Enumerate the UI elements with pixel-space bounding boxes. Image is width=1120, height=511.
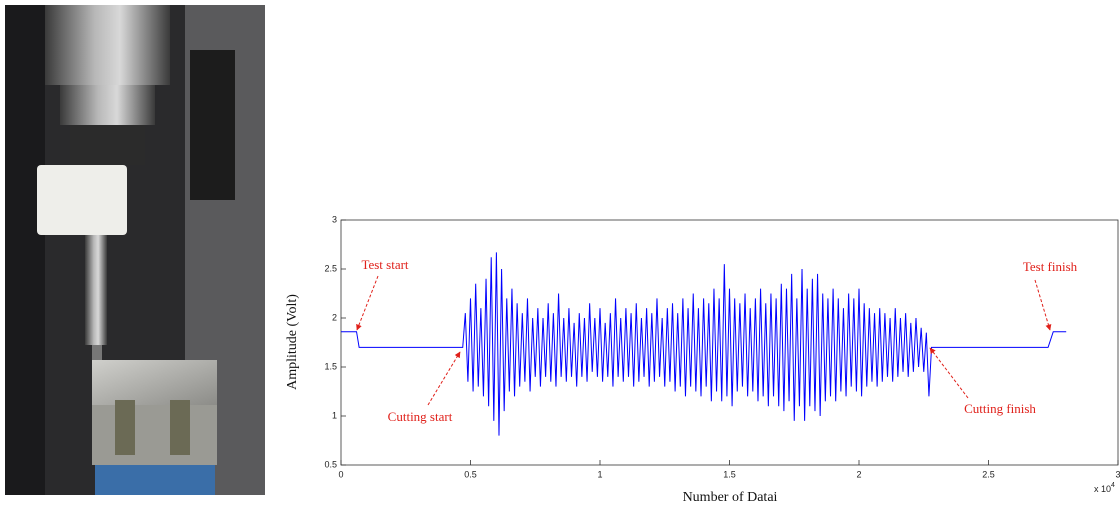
annotation-arrow	[929, 347, 969, 399]
x-tick-label: 1	[597, 469, 602, 479]
x-tick-label: 1.5	[723, 469, 736, 479]
x-axis-label: Number of Datai	[683, 490, 778, 505]
annotation-arrow	[356, 275, 379, 331]
x-tick-label: 0.5	[464, 469, 477, 479]
multiplier-exponent: 4	[1111, 482, 1115, 489]
y-tick-label: 1	[332, 410, 337, 420]
y-tick-label: 2	[332, 312, 337, 322]
x-tick-label: 2.5	[982, 469, 995, 479]
y-tick-label: 2.5	[324, 263, 337, 273]
x-tick-label: 2	[856, 469, 861, 479]
y-axis-label: Amplitude (Volt)	[285, 294, 300, 390]
annotation: Test start	[361, 257, 408, 272]
y-tick-label: 1.5	[324, 361, 337, 371]
x-tick-label: 0	[338, 469, 343, 479]
x-multiplier: x 104	[1094, 482, 1115, 495]
annotation-arrow	[427, 351, 461, 406]
annotation: Test finish	[1023, 259, 1078, 274]
y-tick-label: 0.5	[324, 459, 337, 469]
x-tick-label: 3	[1115, 469, 1120, 479]
multiplier-base: x 10	[1094, 484, 1111, 494]
annotation: Cutting finish	[964, 401, 1036, 416]
annotation: Cutting start	[388, 409, 453, 424]
plot-frame	[340, 219, 1119, 466]
annotations: Test start Cutting start Cutting finish …	[356, 257, 1078, 424]
machine-photo	[5, 5, 265, 495]
y-tick-label: 3	[332, 214, 337, 224]
signal-line	[341, 252, 1067, 436]
annotation-arrow	[1034, 279, 1052, 331]
